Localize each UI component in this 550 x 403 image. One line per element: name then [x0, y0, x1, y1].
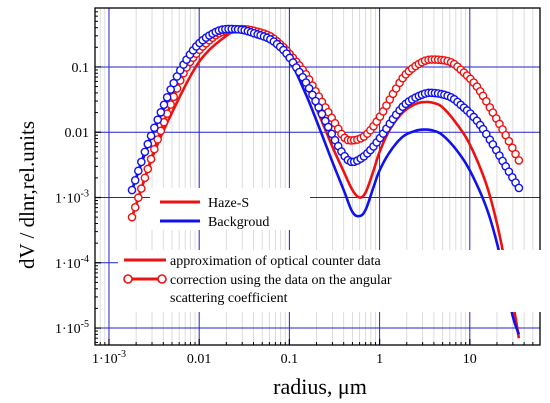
y-tick-base: 0.01 [65, 126, 90, 141]
x-axis-label: radius, μm [273, 374, 367, 399]
x-tick-label: 0.01 [187, 352, 212, 367]
series-marker-backgroud-correction [137, 157, 146, 167]
series-marker-backgroud-correction [169, 78, 179, 88]
series-marker-backgroud-correction [159, 100, 169, 110]
x-tick-label: 1·10-3 [92, 349, 126, 367]
x-tick-label: 0.1 [281, 352, 299, 367]
x-tick-label: 10 [463, 352, 477, 367]
legend-series-box [150, 188, 310, 230]
legend-label-correction-line2: scattering coefficient [170, 291, 288, 306]
y-tick-base: 1·10 [55, 322, 81, 337]
legend-label-correction-line1: correction using the data on the angular [170, 273, 392, 288]
axis-ticks: 1·10-3 0.01 0.1 1 101·10-51·10-41·10-30.010.… [55, 7, 541, 367]
y-tick-label: 0.01 [65, 126, 90, 141]
series-marker-haze-s-correction [140, 173, 150, 183]
legend-label-haze-s: Haze-S [208, 196, 249, 211]
legend-style: approximation of optical counter data co… [118, 250, 548, 312]
series-marker-backgroud-correction [162, 93, 172, 102]
y-tick-exponent: -5 [81, 319, 89, 330]
legend-label-approximation: approximation of optical counter data [170, 254, 381, 269]
x-tick-exponent: -3 [118, 349, 126, 360]
series-marker-backgroud-correction [127, 185, 137, 195]
y-tick-label: 1·10-4 [55, 254, 89, 272]
y-tick-base: 1·10 [55, 257, 81, 272]
y-tick-base: 0.1 [72, 61, 90, 76]
y-tick-label: 0.1 [72, 61, 90, 76]
legend-series: Haze-S Backgroud [150, 188, 310, 230]
y-tick-exponent: -4 [81, 254, 89, 265]
series-marker-haze-s-correction [514, 156, 524, 165]
series-marker-backgroud-correction [156, 107, 166, 117]
y-tick-label: 1·10-3 [55, 189, 89, 207]
series-marker-haze-s-correction [150, 144, 159, 154]
y-tick-base: 1·10 [55, 192, 81, 207]
series-marker-backgroud-correction [323, 122, 333, 132]
legend-marker-correction-right [157, 274, 167, 284]
series-marker-backgroud-correction [150, 123, 159, 133]
series-marker-backgroud-correction [304, 83, 314, 93]
series-marker-backgroud-correction [134, 166, 143, 176]
series-marker-haze-s-correction [511, 149, 520, 159]
series-marker-haze-s-correction [127, 212, 137, 222]
legend-style-box [118, 250, 548, 312]
series-marker-haze-s-correction [137, 184, 146, 193]
series-marker-haze-s-correction [134, 193, 143, 203]
series-marker-haze-s-correction [481, 96, 491, 106]
y-tick-label: 1·10-5 [55, 319, 89, 337]
series-marker-backgroud-correction [140, 147, 150, 157]
series-marker-backgroud-correction [130, 175, 140, 185]
series-marker-backgroud-correction [143, 139, 153, 149]
y-tick-exponent: -3 [81, 189, 89, 200]
series-marker-backgroud-correction [146, 131, 156, 141]
y-axis-label: dV / dlnr,rel.units [15, 121, 39, 269]
series-marker-haze-s-correction [130, 202, 140, 212]
series-marker-haze-s-correction [146, 154, 156, 164]
series-marker-backgroud-correction [514, 183, 524, 193]
legend-marker-correction-left [123, 274, 133, 284]
series-marker-haze-s-correction [504, 136, 514, 146]
series-marker-backgroud-correction [314, 103, 324, 112]
series-marker-haze-s-correction [153, 135, 163, 144]
x-tick-label: 1 [376, 352, 383, 367]
series-layer [127, 24, 524, 339]
legend-label-backgroud: Backgroud [208, 215, 269, 230]
series-marker-haze-s-correction [143, 164, 153, 174]
series-marker-backgroud-correction [153, 115, 163, 125]
series-marker-backgroud-correction [317, 109, 327, 119]
plot-frame [94, 7, 541, 346]
